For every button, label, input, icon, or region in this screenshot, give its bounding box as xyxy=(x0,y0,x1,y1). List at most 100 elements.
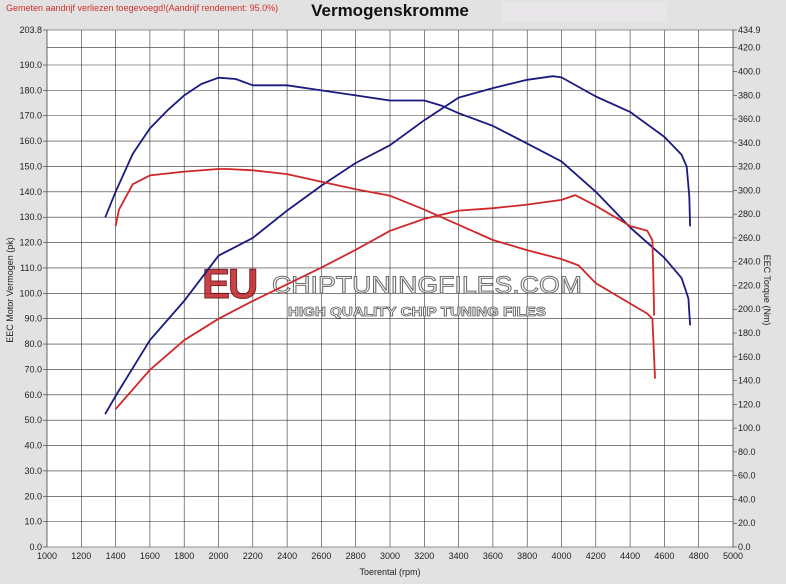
y-tick-label: 190.0 xyxy=(19,60,42,70)
data-point xyxy=(663,257,666,259)
data-point xyxy=(252,237,254,239)
data-point xyxy=(689,324,691,326)
data-point xyxy=(629,226,631,228)
data-point xyxy=(183,300,185,302)
data-point xyxy=(680,154,683,156)
data-point xyxy=(492,125,494,127)
data-point xyxy=(423,209,425,211)
data-point xyxy=(118,209,120,211)
x-tick-label: 4400 xyxy=(620,551,640,561)
data-point xyxy=(104,216,106,218)
data-point xyxy=(492,207,494,209)
data-point xyxy=(320,181,322,183)
x-tick-label: 2400 xyxy=(277,551,297,561)
data-point xyxy=(217,168,220,170)
y2-tick-label: 20.0 xyxy=(738,518,756,528)
plot-border xyxy=(46,29,734,548)
data-point xyxy=(423,99,425,102)
series-lines xyxy=(104,75,691,415)
data-point xyxy=(235,78,237,80)
data-point xyxy=(629,302,631,305)
y-tick-label: 70.0 xyxy=(24,364,42,374)
data-point xyxy=(458,209,460,212)
data-point xyxy=(578,264,580,267)
y-tick-label: 80.0 xyxy=(24,339,42,349)
data-point xyxy=(458,97,460,99)
data-point xyxy=(689,225,691,227)
x-tick-label: 4800 xyxy=(689,551,709,561)
y2-tick-label: 300.0 xyxy=(738,185,761,195)
x-tick-label: 1400 xyxy=(106,551,126,561)
data-point xyxy=(183,94,185,97)
data-point xyxy=(595,95,597,98)
data-point xyxy=(183,339,185,341)
data-point xyxy=(149,127,151,130)
data-point xyxy=(629,111,631,113)
x-tick-label: 1600 xyxy=(140,551,160,561)
y2-tick-label: 320.0 xyxy=(738,162,761,172)
y2-tick-label: 120.0 xyxy=(738,399,761,409)
data-point xyxy=(653,314,655,316)
y-tick-label: 60.0 xyxy=(24,390,42,400)
data-point xyxy=(560,258,563,260)
y2-tick-label: 260.0 xyxy=(738,233,761,243)
data-point xyxy=(560,199,563,201)
data-point xyxy=(286,84,288,86)
data-point xyxy=(200,83,202,85)
y2-tick-label: 0.0 xyxy=(738,542,751,552)
data-point xyxy=(389,230,391,232)
y2-tick-label: 100.0 xyxy=(738,423,761,433)
data-point xyxy=(526,204,528,206)
x-tick-label: 4200 xyxy=(586,551,606,561)
y2-tick-label: 400.0 xyxy=(738,66,761,76)
data-point xyxy=(389,195,391,197)
stock-power-line xyxy=(114,168,656,379)
y-tick-label: 110.0 xyxy=(20,263,42,273)
x-tick-label: 2000 xyxy=(208,551,228,561)
data-point xyxy=(132,183,134,185)
data-point xyxy=(217,255,220,257)
watermark-logo: EU CHIPTUNINGFILES.COM HIGH QUALITY CHIP… xyxy=(202,260,583,320)
data-point xyxy=(389,144,391,146)
y-tick-label: 160.0 xyxy=(19,136,42,146)
data-point xyxy=(654,377,656,379)
data-point xyxy=(149,369,151,371)
y-tick-label: 90.0 xyxy=(24,314,42,324)
data-point xyxy=(680,277,683,279)
y-tick-label: 170.0 xyxy=(19,111,42,121)
data-point xyxy=(132,153,134,155)
legend-box xyxy=(502,2,667,22)
data-point xyxy=(149,339,151,341)
data-point xyxy=(217,318,220,320)
y-tick-label: 40.0 xyxy=(24,441,42,451)
data-point xyxy=(355,94,357,97)
data-point xyxy=(115,225,117,227)
y2-tick-label: 60.0 xyxy=(738,471,756,481)
data-point xyxy=(286,283,288,285)
y2-tick-label: 420.0 xyxy=(738,43,761,53)
data-point xyxy=(653,356,655,358)
data-point xyxy=(595,191,597,193)
data-point xyxy=(440,104,443,107)
y2-tick-label: 80.0 xyxy=(738,447,756,457)
y-tick-label: 20.0 xyxy=(24,491,42,501)
x-tick-label: 1000 xyxy=(37,551,57,561)
data-point xyxy=(574,194,576,196)
data-point xyxy=(492,239,494,241)
x-tick-label: 1200 xyxy=(71,551,91,561)
data-point xyxy=(458,224,460,226)
data-point xyxy=(423,119,425,121)
x-tick-label: 3600 xyxy=(483,551,503,561)
y-tick-label: 30.0 xyxy=(24,466,42,476)
y-tick-label: 100.0 xyxy=(19,288,42,298)
data-point xyxy=(595,205,597,207)
x-axis-title: Toerental (rpm) xyxy=(359,567,420,577)
y-tick-label: 120.0 xyxy=(19,238,42,248)
y2-tick-label: 380.0 xyxy=(738,90,761,100)
x-tick-label: 2800 xyxy=(346,551,366,561)
tuned-power-line xyxy=(104,76,691,326)
x-tick-label: 4000 xyxy=(551,551,571,561)
data-point xyxy=(651,318,653,320)
y2-tick-label: 434.9 xyxy=(738,25,761,35)
data-point xyxy=(646,313,648,315)
